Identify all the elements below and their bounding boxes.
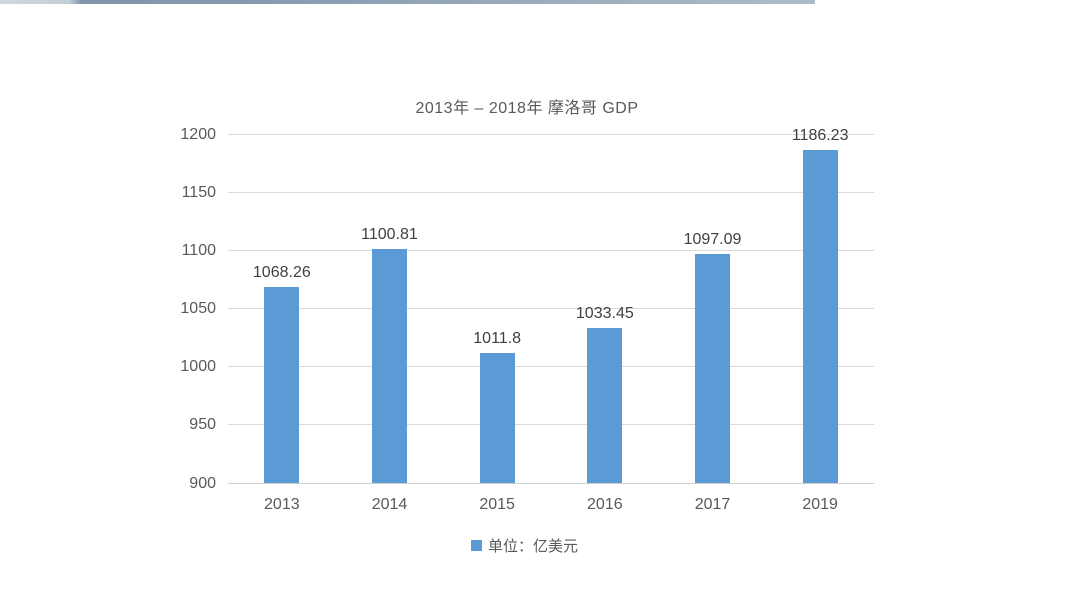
x-axis-label: 2015	[479, 496, 515, 513]
bar-value-label: 1100.81	[361, 226, 418, 244]
x-axis-label: 2019	[802, 496, 838, 513]
chart-title: 2013年 – 2018年 摩洛哥 GDP	[415, 100, 639, 117]
x-axis-label: 2013	[264, 496, 300, 513]
bar-value-label: 1033.45	[575, 304, 634, 322]
legend-swatch-icon	[471, 540, 482, 551]
y-axis-tick-label: 900	[189, 474, 216, 492]
bar-value-label: 1097.09	[683, 230, 742, 248]
x-axis-label: 2014	[371, 496, 408, 513]
y-axis-tick-label: 1150	[181, 183, 216, 201]
gdp-bar	[372, 249, 407, 483]
gridline	[228, 308, 874, 309]
y-axis-tick-label: 1200	[180, 125, 216, 143]
bar-value-label: 1068.26	[252, 264, 311, 282]
y-axis-tick-label: 1050	[180, 300, 216, 317]
y-axis-tick-label: 1000	[180, 358, 216, 376]
gdp-bar	[695, 253, 730, 483]
gdp-bar	[587, 327, 623, 483]
y-axis-tick-label: 950	[189, 416, 216, 434]
gdp-bar	[802, 150, 838, 483]
gridline	[228, 366, 874, 368]
bar-value-label: 1186.23	[791, 127, 849, 145]
gridline	[228, 191, 874, 193]
decorative-header-strip	[0, 0, 815, 4]
x-axis-label: 2016	[587, 496, 623, 513]
gdp-bar	[264, 287, 300, 483]
gdp-bar	[479, 352, 515, 483]
legend-label: 单位：亿美元	[488, 538, 579, 555]
bar-value-label: 1011.8	[473, 329, 522, 347]
y-axis-tick-label: 1100	[181, 241, 216, 259]
chart-legend: 单位：亿美元	[471, 535, 578, 556]
gridline	[228, 249, 874, 251]
x-axis-label: 2017	[694, 496, 731, 513]
x-axis-line	[228, 482, 874, 484]
gridline	[228, 424, 874, 426]
gridline	[228, 133, 874, 135]
